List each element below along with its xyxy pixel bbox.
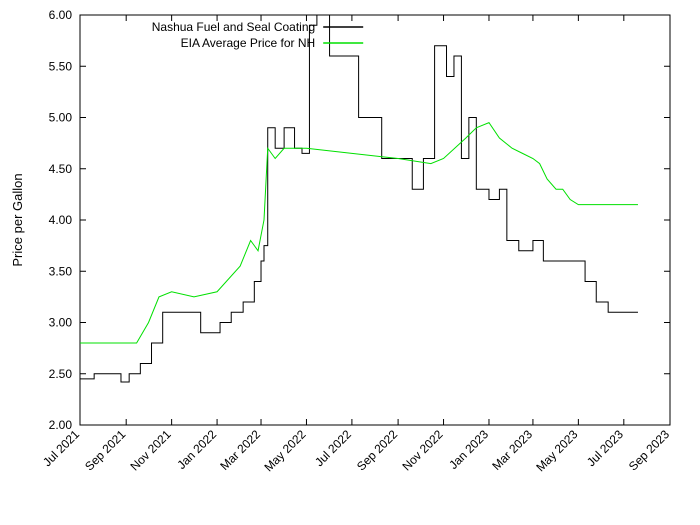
svg-text:2.50: 2.50 [49,367,73,381]
svg-text:EIA Average Price for NH: EIA Average Price for NH [181,36,316,50]
svg-text:Nov 2022: Nov 2022 [399,427,445,473]
svg-text:4.50: 4.50 [49,162,73,176]
svg-text:6.00: 6.00 [49,8,73,22]
svg-text:Nashua Fuel and Seal Coating: Nashua Fuel and Seal Coating [152,20,315,34]
svg-text:Price per Gallon: Price per Gallon [10,173,25,266]
svg-text:Nov 2021: Nov 2021 [128,427,174,473]
svg-text:Jul 2021: Jul 2021 [40,427,82,469]
price-chart: 2.002.503.003.504.004.505.005.506.00Jul … [0,0,700,525]
svg-text:May 2022: May 2022 [261,427,308,474]
svg-text:Jan 2023: Jan 2023 [446,427,491,472]
svg-text:Jul 2022: Jul 2022 [312,427,354,469]
svg-text:5.50: 5.50 [49,59,73,73]
svg-text:May 2023: May 2023 [533,427,580,474]
chart-svg: 2.002.503.003.504.004.505.005.506.00Jul … [0,0,700,525]
svg-text:5.00: 5.00 [49,111,73,125]
svg-text:Mar 2022: Mar 2022 [217,427,263,473]
svg-text:Sep 2023: Sep 2023 [626,427,672,473]
svg-text:Jul 2023: Jul 2023 [584,427,626,469]
svg-text:4.00: 4.00 [49,213,73,227]
svg-text:3.00: 3.00 [49,316,73,330]
svg-text:Mar 2023: Mar 2023 [489,427,535,473]
svg-text:Jan 2022: Jan 2022 [174,427,219,472]
svg-text:Sep 2022: Sep 2022 [354,427,400,473]
svg-text:Sep 2021: Sep 2021 [82,427,128,473]
svg-text:3.50: 3.50 [49,264,73,278]
